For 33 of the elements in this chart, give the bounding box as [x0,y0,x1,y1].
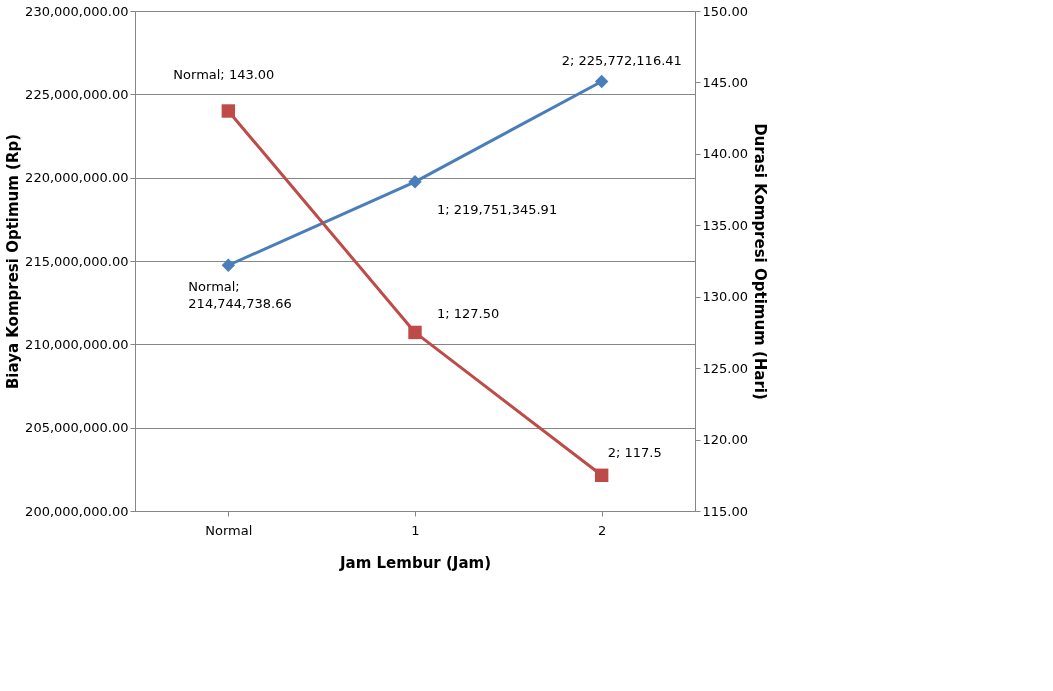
y2-tick-label: 125.00 [702,360,748,376]
point [408,175,422,189]
y-tick-label: 215,000,000.00 [25,253,129,269]
data-label: 2; 117.5 [607,445,662,461]
y-tick-label: 225,000,000.00 [25,86,129,102]
y-tick-label: 200,000,000.00 [25,503,129,519]
data-label: 2; 225,772,116.41 [561,53,682,69]
point [594,468,609,482]
y2-tick-label: 120.00 [702,432,748,448]
y2-axis-title: Durasi Kompresi Optimum (Hari) [750,123,769,400]
data-label: 1; 219,751,345.91 [437,201,558,217]
x-tick-label: 1 [411,522,420,538]
data-label: Normal; 143.00 [173,67,275,82]
y2-tick-label: 150.00 [702,3,748,19]
y2-tick-label: 115.00 [702,503,748,519]
y-tick-label: 220,000,000.00 [25,170,129,186]
x-tick-label: 2 [598,522,607,538]
y-tick-label: 210,000,000.00 [25,336,129,352]
point [408,325,422,340]
y-axis-title: Biaya Kompresi Optimum (Rp) [4,133,23,390]
point [221,104,236,118]
point [594,74,609,89]
y-tick-label: 230,000,000.00 [25,3,129,19]
x-tick-label: Normal [205,522,253,538]
x-axis-title: Jam Lembur (Jam) [339,553,491,572]
data-label: Normal; 214,744,738.66 [188,279,292,312]
y2-tick-label: 145.00 [702,74,748,90]
point [221,258,236,272]
y2-tick-label: 130.00 [702,289,748,305]
y-tick-label: 205,000,000.00 [25,420,129,436]
y2-tick-label: 140.00 [702,146,748,162]
data-label: 1; 127.50 [437,306,500,322]
y2-tick-label: 135.00 [702,217,748,233]
